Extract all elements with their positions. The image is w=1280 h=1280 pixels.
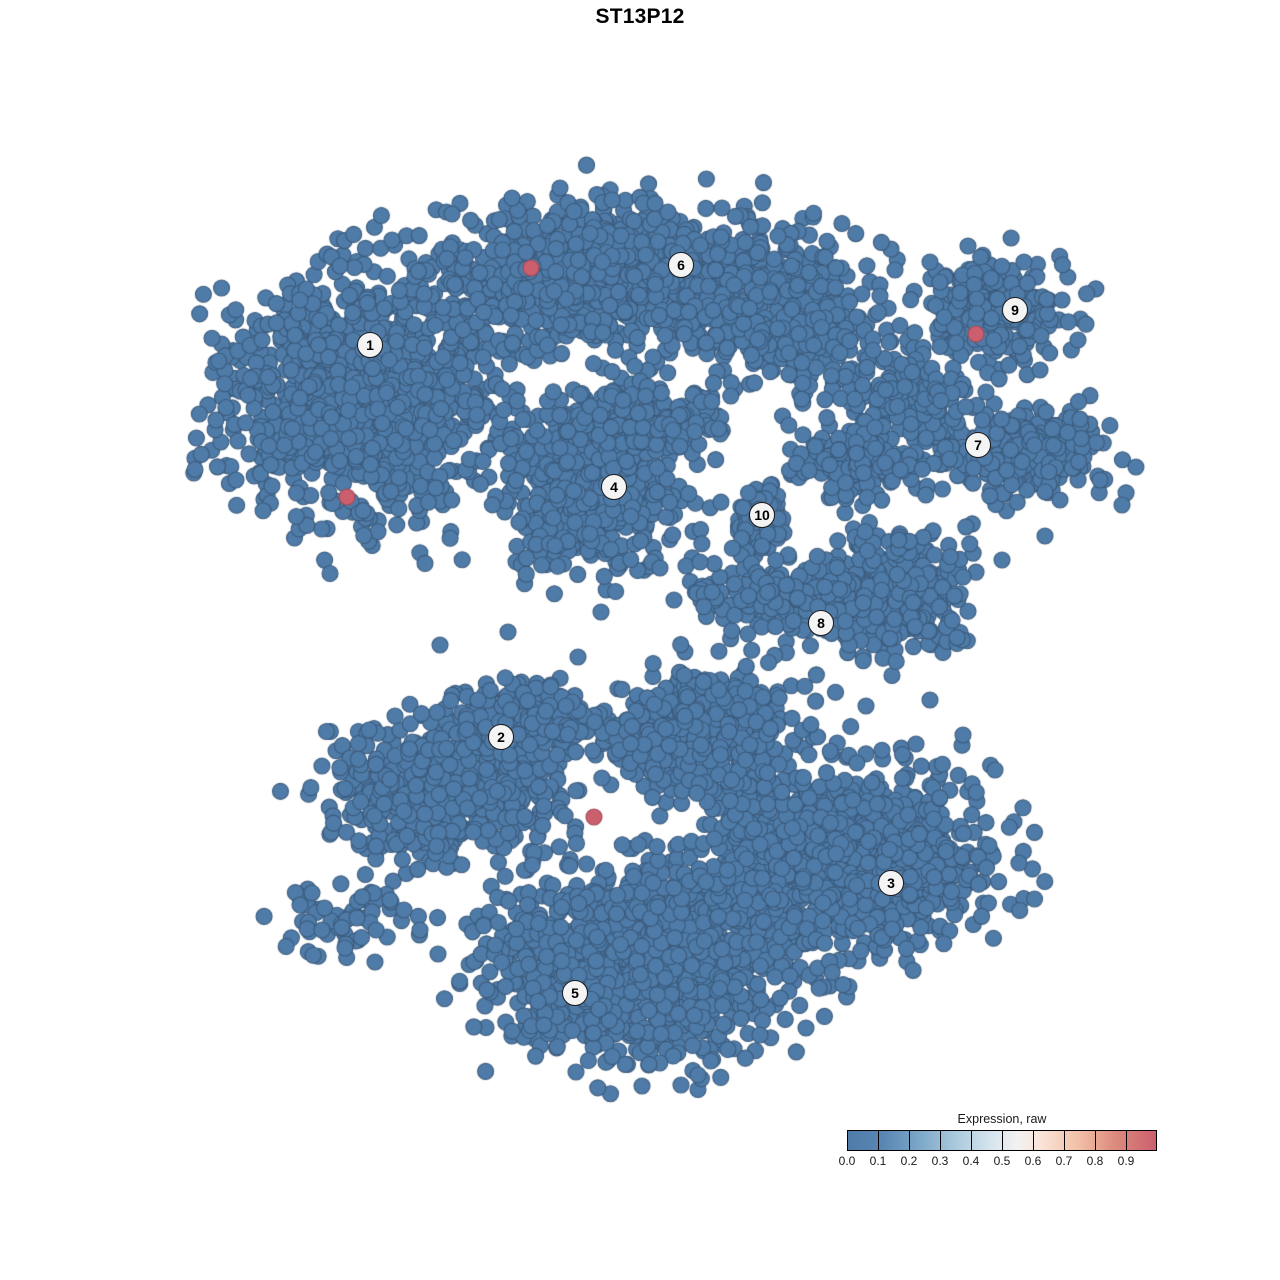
cluster-label-9[interactable]: 9 (1002, 297, 1028, 323)
colorbar-tick-label: 0.6 (1024, 1154, 1042, 1168)
colorbar-tick-label: 0.4 (962, 1154, 980, 1168)
cluster-label-2[interactable]: 2 (488, 724, 514, 750)
cluster-label-7[interactable]: 7 (965, 432, 991, 458)
colorbar-tick-label: 0.9 (1117, 1154, 1135, 1168)
cluster-label-1[interactable]: 1 (357, 332, 383, 358)
colorbar-tick (1033, 1130, 1034, 1151)
colorbar-tick (1126, 1130, 1127, 1151)
colorbar-tick-label: 0.0 (838, 1154, 856, 1168)
colorbar-tick (940, 1130, 941, 1151)
colorbar-tick-label: 0.2 (900, 1154, 918, 1168)
colorbar-tick (1064, 1130, 1065, 1151)
cluster-label-10[interactable]: 10 (749, 502, 775, 528)
colorbar[interactable] (847, 1130, 1157, 1151)
colorbar-tick-label: 0.7 (1055, 1154, 1073, 1168)
colorbar-tick-label: 0.1 (869, 1154, 887, 1168)
cluster-label-3[interactable]: 3 (878, 870, 904, 896)
cluster-label-6[interactable]: 6 (668, 252, 694, 278)
colorbar-tick (1095, 1130, 1096, 1151)
expression-colorbar-legend: Expression, raw 0.0 0.1 0.2 0.3 0.4 0.5 0.6 0.7… (839, 1112, 1157, 1171)
cluster-label-5[interactable]: 5 (562, 980, 588, 1006)
colorbar-tick (878, 1130, 879, 1151)
colorbar-tick-label: 0.5 (993, 1154, 1011, 1168)
colorbar-tick (1002, 1130, 1003, 1151)
cluster-label-4[interactable]: 4 (601, 474, 627, 500)
cluster-label-8[interactable]: 8 (808, 610, 834, 636)
colorbar-tick (909, 1130, 910, 1151)
colorbar-tick (971, 1130, 972, 1151)
colorbar-tick-label: 0.8 (1086, 1154, 1104, 1168)
colorbar-tick-label: 0.3 (931, 1154, 949, 1168)
colorbar-tick-labels: 0.0 0.1 0.2 0.3 0.4 0.5 0.6 0.7 0.8 0.9 (839, 1153, 1157, 1171)
legend-title: Expression, raw (957, 1112, 1047, 1126)
